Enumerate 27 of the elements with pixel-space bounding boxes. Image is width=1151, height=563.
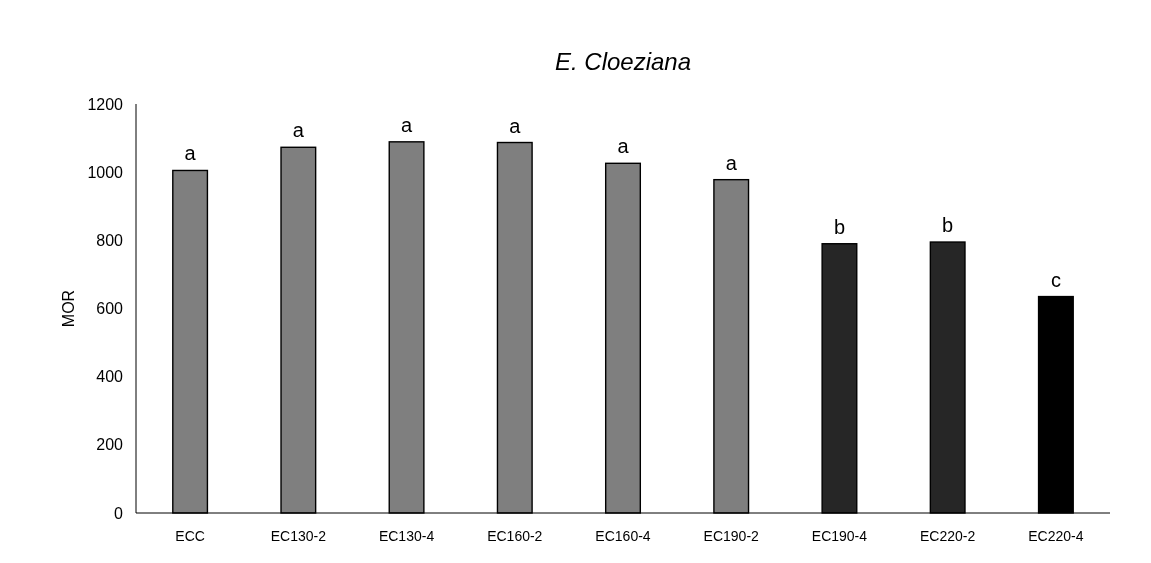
x-tick-label: EC130-2	[270, 528, 327, 544]
annotation: a	[617, 135, 630, 158]
annotation: a	[292, 119, 305, 142]
y-tick-label: 400	[96, 368, 124, 386]
x-tick-label: EC160-4	[595, 528, 651, 544]
annotation: a	[184, 142, 197, 165]
x-tick-label: EC130-4	[378, 528, 435, 544]
y-tick-label: 0	[114, 504, 124, 522]
annotation: b	[833, 215, 846, 238]
annotation: b	[942, 214, 954, 237]
x-tick-label: EC220-4	[1028, 528, 1084, 544]
annotation: c	[1050, 268, 1061, 291]
y-axis-title: MOR	[60, 289, 77, 328]
y-tick-label: 1200	[87, 95, 124, 113]
x-tick-label: EC160-2	[487, 528, 543, 544]
x-tick-label: EC220-2	[920, 528, 976, 544]
annotation: a	[400, 113, 413, 136]
y-tick-label: 1000	[87, 163, 124, 181]
annotation: a	[725, 151, 738, 174]
x-tick-label: EC190-4	[811, 528, 868, 544]
y-tick-label: 600	[96, 300, 124, 318]
y-tick-label: 200	[96, 436, 124, 454]
x-tick-label: EC190-2	[703, 528, 760, 544]
x-tick-label: ECC	[175, 528, 205, 544]
y-tick-label: 800	[96, 231, 124, 249]
annotation: a	[509, 114, 522, 137]
chart-title: E. Cloeziana	[554, 48, 692, 75]
